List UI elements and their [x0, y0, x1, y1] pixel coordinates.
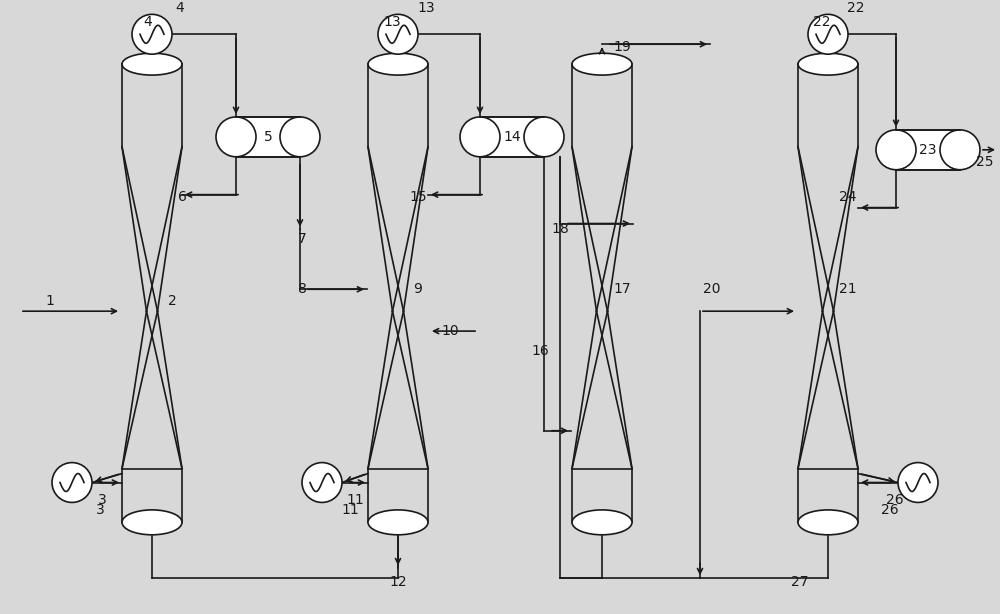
Ellipse shape	[524, 117, 564, 157]
Text: 12: 12	[389, 575, 407, 589]
Text: 13: 13	[383, 15, 401, 29]
Text: 27: 27	[791, 575, 809, 589]
Ellipse shape	[122, 510, 182, 535]
Text: 9: 9	[414, 282, 422, 297]
Ellipse shape	[798, 510, 858, 535]
Ellipse shape	[122, 53, 182, 75]
Ellipse shape	[940, 130, 980, 169]
Text: 3: 3	[96, 503, 104, 518]
Circle shape	[898, 462, 938, 502]
Circle shape	[378, 14, 418, 54]
Text: 7: 7	[298, 233, 306, 246]
Ellipse shape	[572, 510, 632, 535]
Text: 11: 11	[341, 503, 359, 518]
Text: 10: 10	[441, 324, 459, 338]
Ellipse shape	[368, 510, 428, 535]
Text: 11: 11	[346, 494, 364, 507]
Text: 4: 4	[144, 15, 152, 29]
Text: 19: 19	[613, 40, 631, 54]
Text: 13: 13	[417, 1, 435, 15]
Ellipse shape	[368, 53, 428, 75]
Ellipse shape	[216, 117, 256, 157]
Text: 4: 4	[176, 1, 184, 15]
Text: 8: 8	[298, 282, 306, 297]
Ellipse shape	[280, 117, 320, 157]
Text: 5: 5	[264, 130, 272, 144]
Bar	[236, 117, 300, 157]
Text: 20: 20	[703, 282, 721, 297]
Text: 14: 14	[503, 130, 521, 144]
Text: 3: 3	[98, 494, 106, 507]
Text: 16: 16	[531, 344, 549, 358]
Ellipse shape	[460, 117, 500, 157]
Ellipse shape	[876, 130, 916, 169]
Text: 22: 22	[813, 15, 831, 29]
Text: 23: 23	[919, 143, 937, 157]
Ellipse shape	[798, 53, 858, 75]
Circle shape	[52, 462, 92, 502]
Text: 26: 26	[886, 494, 904, 507]
Circle shape	[302, 462, 342, 502]
Circle shape	[132, 14, 172, 54]
Text: 25: 25	[976, 155, 994, 169]
Text: 26: 26	[881, 503, 899, 518]
Ellipse shape	[572, 53, 632, 75]
Text: 22: 22	[847, 1, 865, 15]
Circle shape	[808, 14, 848, 54]
Text: 24: 24	[839, 190, 857, 204]
Bar	[480, 117, 544, 157]
Bar	[896, 130, 960, 169]
Text: 17: 17	[613, 282, 631, 297]
Text: 2: 2	[168, 294, 176, 308]
Text: 6: 6	[178, 190, 186, 204]
Text: 15: 15	[409, 190, 427, 204]
Text: 21: 21	[839, 282, 857, 297]
Text: 18: 18	[551, 222, 569, 236]
Text: 1: 1	[46, 294, 54, 308]
